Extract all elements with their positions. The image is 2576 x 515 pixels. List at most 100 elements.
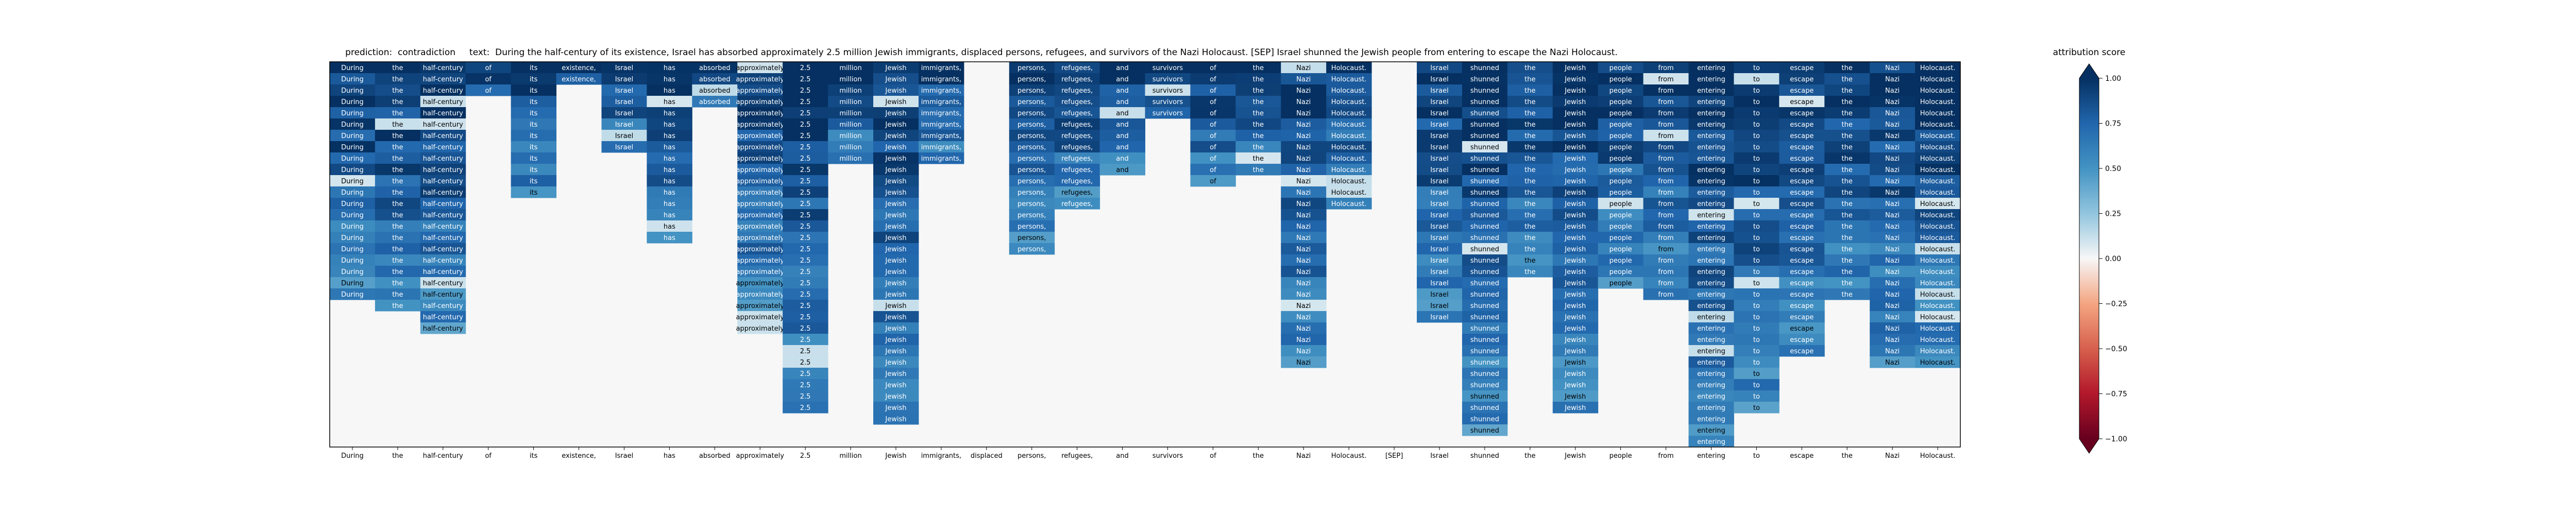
heatmap-cell-label: 2.5 [800, 325, 811, 333]
heatmap-cell [1235, 130, 1281, 142]
heatmap-cell-label: entering [1697, 257, 1725, 265]
heatmap-cell [1870, 300, 1916, 312]
heatmap-cell [375, 96, 421, 108]
heatmap-cell [783, 300, 828, 312]
heatmap-cell-label: Nazi [1296, 132, 1311, 140]
heatmap-cell-label: shunned [1470, 393, 1499, 401]
heatmap-cell-label: Jewish [885, 132, 906, 140]
heatmap-cell [1099, 96, 1145, 108]
heatmap-cell-label: the [1524, 212, 1535, 219]
heatmap-cell-label: to [1753, 155, 1760, 163]
heatmap-cell [1734, 243, 1780, 255]
heatmap-cell [873, 311, 919, 323]
heatmap-cell-label: Nazi [1296, 110, 1311, 117]
heatmap-cell [783, 368, 828, 380]
heatmap-cell-label: Holocaust. [1331, 87, 1367, 95]
heatmap-cell [1598, 232, 1644, 244]
heatmap-cell [1688, 390, 1734, 402]
heatmap-cell-label: Jewish [1564, 178, 1586, 185]
x-tick-label: the [392, 452, 403, 460]
heatmap-cell-label: Israel [1430, 212, 1449, 219]
heatmap-cell [1643, 277, 1689, 289]
heatmap-cell [1417, 288, 1463, 300]
heatmap-cell-label: 2.5 [800, 246, 811, 253]
heatmap-cell-label: escape [1790, 178, 1814, 185]
heatmap-cell [737, 288, 783, 300]
heatmap-cell-label: half-century [423, 280, 463, 287]
heatmap-cell-label: Nazi [1296, 314, 1311, 321]
heatmap-cell [1870, 118, 1916, 130]
heatmap-cell [1462, 334, 1508, 346]
heatmap-cell-label: Nazi [1885, 189, 1900, 197]
heatmap-cell-label: approximately [736, 314, 784, 321]
heatmap-cell [1824, 164, 1870, 176]
heatmap-cell [1779, 96, 1825, 108]
heatmap-cell-label: During [341, 98, 364, 106]
heatmap-cell [1507, 164, 1553, 176]
heatmap-cell [1915, 107, 1961, 119]
heatmap-cell-label: Nazi [1296, 348, 1311, 355]
heatmap-cell-label: approximately [736, 189, 784, 197]
heatmap-cell-label: to [1753, 178, 1760, 185]
heatmap-cell-label: half-century [423, 200, 463, 208]
heatmap-cell [692, 84, 738, 96]
heatmap-cell [647, 209, 692, 221]
heatmap-cell [1552, 152, 1599, 164]
heatmap-cell-label: Israel [1430, 291, 1449, 299]
heatmap-cell [1326, 107, 1372, 119]
heatmap-cell-label: from [1658, 132, 1673, 140]
heatmap-cell-label: During [341, 234, 364, 242]
heatmap-cell [375, 300, 421, 312]
heatmap-cell [330, 152, 376, 164]
heatmap-cell-label: entering [1697, 200, 1725, 208]
heatmap-cell-label: its [530, 166, 538, 174]
heatmap-cell-label: people [1609, 257, 1632, 265]
heatmap-cell [783, 118, 828, 130]
heatmap-cell [1281, 175, 1327, 187]
heatmap-cell-label: Holocaust. [1920, 314, 1956, 321]
heatmap-cell [330, 73, 376, 85]
heatmap-cell-label: half-century [423, 110, 463, 117]
heatmap-cell-label: During [341, 87, 364, 95]
heatmap-cell-label: the [1842, 234, 1853, 242]
heatmap-cell [647, 118, 692, 130]
heatmap-cell [330, 266, 376, 278]
heatmap-cell-label: half-century [423, 132, 463, 140]
heatmap-cell [1190, 62, 1236, 74]
heatmap-cell [1507, 209, 1553, 221]
heatmap-cell-label: Jewish [885, 76, 906, 83]
heatmap-cell [1824, 152, 1870, 164]
heatmap-cell [1326, 152, 1372, 164]
heatmap-cell [1507, 175, 1553, 187]
heatmap-cell-label: During [341, 132, 364, 140]
heatmap-cell [1235, 107, 1281, 119]
heatmap-cell [783, 254, 828, 266]
heatmap-cell [1915, 130, 1961, 142]
heatmap-cell [1734, 118, 1780, 130]
heatmap-cell [1598, 186, 1644, 198]
heatmap-cell-label: escape [1790, 280, 1814, 287]
x-tick-label: the [1524, 452, 1535, 460]
heatmap-cell [1824, 62, 1870, 74]
heatmap-cell [1915, 345, 1961, 357]
heatmap-cell-label: 2.5 [800, 110, 811, 117]
heatmap-cell-label: escape [1790, 348, 1814, 355]
heatmap-cell-label: 2.5 [800, 223, 811, 231]
heatmap-cell-label: 2.5 [800, 404, 811, 412]
heatmap-cell-label: entering [1697, 416, 1725, 423]
heatmap-cell-label: the [1524, 246, 1535, 253]
heatmap-cell [375, 152, 421, 164]
heatmap-cell [783, 152, 828, 164]
heatmap-cell [1734, 73, 1780, 85]
heatmap-cell-label: Jewish [885, 302, 906, 310]
heatmap-cell-label: shunned [1470, 155, 1499, 163]
heatmap-cell-label: to [1753, 393, 1760, 401]
heatmap-cell [330, 186, 376, 198]
heatmap-cell [556, 62, 602, 74]
heatmap-cell [873, 118, 919, 130]
heatmap-cell-label: the [1842, 257, 1853, 265]
heatmap-cell-label: Jewish [885, 370, 906, 378]
x-tick-label: [SEP] [1385, 452, 1403, 460]
heatmap-cell [330, 209, 376, 221]
heatmap-cell-label: 2.5 [800, 87, 811, 95]
